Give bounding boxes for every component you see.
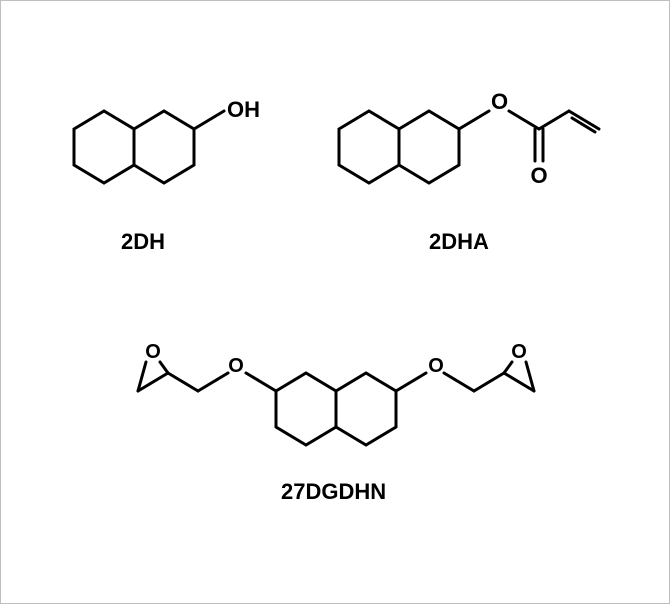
atom-label-o-epoxide-left: O	[145, 341, 161, 363]
atom-label-o-ester: O	[491, 89, 508, 114]
atom-label-o-left-ether: O	[228, 355, 244, 377]
diagram-frame: OH 2DH O O 2DHA	[0, 0, 670, 604]
molecule-2dha: O O	[329, 69, 649, 229]
atom-label-oh: OH	[227, 97, 260, 122]
atom-label-o-carbonyl: O	[530, 163, 547, 188]
molecule-27dgdhn: O O O O	[96, 336, 576, 476]
label-27dgdhn: 27DGDHN	[281, 479, 386, 505]
atom-label-o-right-ether: O	[428, 355, 444, 377]
atom-label-o-epoxide-right: O	[511, 341, 527, 363]
label-2dha: 2DHA	[429, 229, 489, 255]
label-2dh: 2DH	[121, 229, 165, 255]
molecule-2dh: OH	[64, 89, 294, 209]
